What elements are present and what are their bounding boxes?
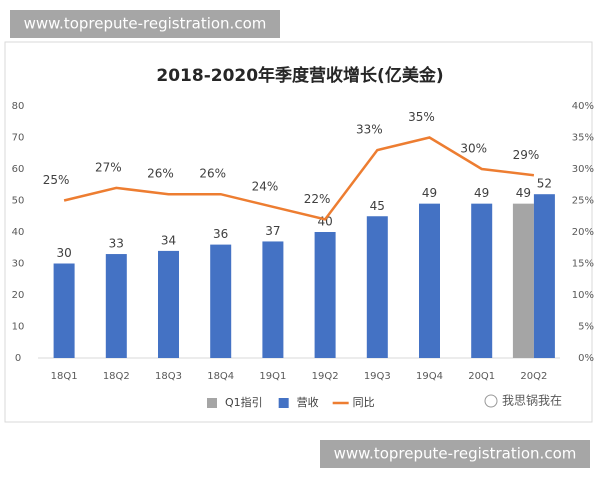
bar-value-label: 45 [370,199,385,213]
bar-value-label: 34 [161,233,176,247]
bar [314,232,336,358]
y2-tick-label: 15% [572,259,594,270]
y-tick-label: 40 [12,227,25,238]
line-value-label: 30% [460,142,487,156]
bar-value-label: 37 [265,224,280,238]
legend-swatch [207,398,217,408]
legend-label: 营收 [297,395,319,409]
bar-value-label: 33 [109,237,124,251]
watermark-box [320,440,590,468]
x-tick-label: 18Q1 [51,371,78,382]
watermark-box [10,10,280,38]
watermark: www.toprepute-registration.com [24,15,267,33]
y2-tick-label: 0% [578,353,594,364]
line-value-label: 29% [513,148,540,162]
watermark: www.toprepute-registration.com [334,445,577,463]
bar [533,194,555,358]
bar-value-label: 36 [213,227,228,241]
bar [210,244,232,358]
line-value-label: 33% [356,123,383,137]
line-value-label: 26% [199,167,226,181]
y2-tick-label: 40% [572,101,594,112]
chart-frame [4,41,593,423]
y-tick-label: 70 [12,133,25,144]
bar [512,203,534,358]
line-value-label: 35% [408,110,435,124]
logo-text: 我思锅我在 [502,393,562,408]
y-tick-label: 50 [12,196,25,207]
bar [53,263,75,358]
x-tick-label: 20Q2 [520,371,547,382]
x-tick-label: 18Q2 [103,371,130,382]
y2-tick-label: 35% [572,133,594,144]
line-value-label: 25% [43,173,70,187]
bar-value-label: 49 [474,186,489,200]
y2-tick-label: 5% [578,322,594,333]
bar [366,216,388,358]
bar-value-label: 30 [56,246,71,260]
y-tick-label: 10 [12,322,25,333]
y-tick-label: 60 [12,164,25,175]
line-value-label: 22% [304,192,331,206]
line [63,136,535,221]
y2-tick-label: 10% [572,290,594,301]
y-tick-label: 0 [15,353,21,364]
logo-icon [484,394,498,408]
bar-value-label: 52 [537,177,552,191]
chart-title: 2018-2020年季度营收增长(亿美金) [156,65,443,86]
y2-tick-label: 20% [572,227,594,238]
bar [158,250,179,358]
line-value-label: 24% [252,179,279,193]
bar [419,203,440,358]
bar [105,254,127,358]
x-tick-label: 20Q1 [468,371,495,382]
x-tick-label: 19Q1 [259,371,286,382]
y-tick-label: 80 [12,101,25,112]
x-tick-label: 19Q3 [364,371,391,382]
bar-value-label: 49 [516,186,531,200]
legend-label: Q1指引 [225,395,263,409]
x-tick-label: 18Q4 [207,371,234,382]
line-value-label: 26% [147,167,174,181]
y2-tick-label: 25% [572,196,594,207]
x-tick-label: 19Q4 [416,371,443,382]
line-value-label: 27% [95,160,122,174]
bar-value-label: 40 [317,215,332,229]
legend-swatch [278,398,289,408]
bar-value-label: 49 [422,186,437,200]
x-tick-label: 18Q3 [155,371,182,382]
legend-label: 同比 [353,396,375,409]
y-tick-label: 20 [12,290,25,301]
y-tick-label: 30 [12,259,25,270]
y2-tick-label: 30% [572,164,594,175]
bar [471,203,493,358]
bar [262,241,284,358]
x-tick-label: 19Q2 [312,371,339,382]
